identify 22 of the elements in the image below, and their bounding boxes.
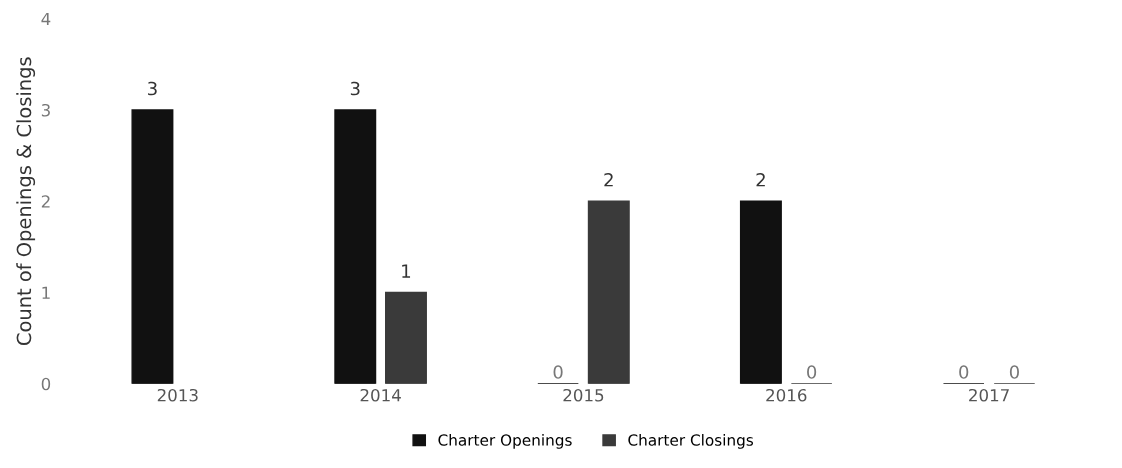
legend-label: Charter Closings	[628, 434, 754, 449]
y-tick-label: 4	[41, 12, 51, 26]
data-label: 2	[604, 172, 613, 187]
data-label: 2	[756, 172, 765, 187]
data-label: 0	[553, 365, 563, 379]
data-label: 0	[959, 365, 969, 379]
y-axis-title: Count of Openings & Closings	[16, 57, 36, 345]
data-label: 3	[350, 81, 360, 96]
x-tick-label: 2014	[360, 388, 401, 402]
x-tick-label: 2013	[157, 388, 198, 402]
data-label: 0	[1009, 365, 1019, 379]
y-tick-label: 2	[41, 195, 50, 208]
y-tick-label: 3	[41, 103, 50, 117]
legend-label: Charter Openings	[438, 434, 572, 449]
data-label: 1	[402, 264, 411, 278]
x-tick-label: 2016	[766, 388, 807, 402]
y-tick-label: 1	[42, 286, 50, 299]
data-label: 3	[148, 81, 157, 96]
y-tick-label: 0	[41, 377, 51, 391]
x-tick-label: 2015	[563, 388, 604, 402]
data-label: 0	[807, 365, 817, 379]
x-tick-label: 2017	[969, 388, 1009, 402]
